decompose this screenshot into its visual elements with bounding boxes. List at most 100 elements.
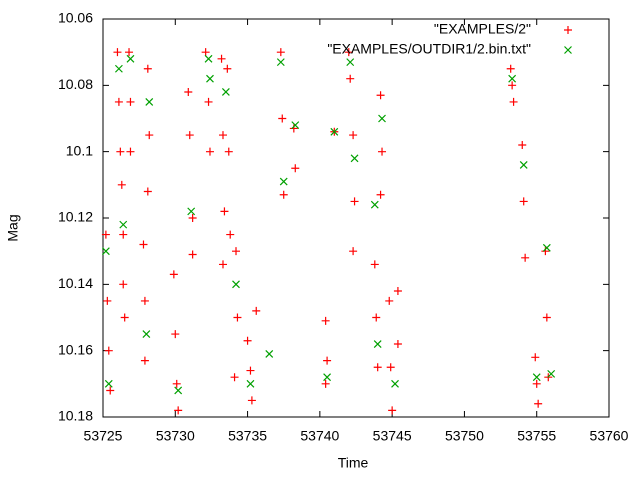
point	[532, 379, 541, 388]
point	[370, 260, 379, 269]
point	[104, 379, 113, 388]
point	[120, 313, 129, 322]
point	[126, 97, 135, 106]
point	[114, 64, 123, 73]
point	[508, 74, 517, 83]
point	[172, 379, 181, 388]
point	[534, 399, 543, 408]
point	[188, 250, 197, 259]
point	[519, 197, 528, 206]
x-axis-label: Time	[338, 455, 369, 471]
point	[218, 131, 227, 140]
y-tick-label: 10.18	[58, 408, 93, 424]
point	[386, 363, 395, 372]
point	[532, 373, 541, 382]
point	[140, 356, 149, 365]
point	[232, 247, 241, 256]
point	[321, 316, 330, 325]
x-tick-label: 53740	[300, 428, 339, 444]
point	[508, 81, 517, 90]
point	[126, 147, 135, 156]
point	[509, 97, 518, 106]
point	[372, 313, 381, 322]
point	[278, 114, 287, 123]
point	[206, 74, 214, 83]
point	[119, 220, 128, 229]
x-tick-label: 53745	[373, 428, 412, 444]
point	[104, 346, 113, 355]
point	[174, 406, 183, 415]
point	[330, 127, 339, 136]
point	[247, 396, 256, 405]
legend-label: "EXAMPLES/2"	[434, 21, 531, 37]
point	[321, 379, 330, 388]
point	[188, 214, 197, 222]
x-tick-label: 53725	[84, 428, 123, 444]
point	[140, 296, 149, 305]
x-tick-label: 53735	[228, 428, 267, 444]
point	[279, 190, 288, 199]
point	[113, 48, 122, 57]
point	[388, 406, 397, 415]
point	[378, 114, 386, 123]
point	[376, 190, 385, 199]
point	[323, 356, 332, 365]
x-tick-label: 53755	[517, 428, 556, 444]
point	[376, 91, 385, 100]
point	[291, 121, 300, 130]
point	[279, 177, 288, 186]
point	[233, 313, 242, 322]
point	[119, 280, 128, 289]
point	[519, 161, 528, 169]
point	[101, 230, 110, 239]
point	[346, 74, 355, 83]
point	[204, 54, 213, 63]
legend-label: "EXAMPLES/OUTDIR1/2.bin.txt"	[327, 41, 531, 57]
point	[547, 369, 556, 378]
point	[246, 379, 255, 388]
point	[205, 147, 214, 156]
point	[142, 330, 151, 339]
point	[276, 58, 285, 67]
point	[531, 353, 540, 362]
point	[218, 260, 227, 269]
y-tick-label: 10.14	[58, 275, 93, 291]
point	[103, 296, 112, 305]
point	[221, 88, 230, 96]
point	[171, 330, 180, 339]
point	[232, 280, 240, 289]
y-tick-label: 10.06	[58, 10, 93, 26]
point	[521, 253, 530, 262]
point	[220, 207, 229, 216]
point	[542, 313, 551, 322]
point	[393, 286, 402, 295]
point	[344, 48, 353, 57]
point	[276, 48, 285, 57]
point	[230, 373, 239, 382]
point	[125, 48, 134, 57]
y-tick-label: 10.08	[58, 76, 93, 92]
point	[346, 58, 355, 67]
point	[101, 247, 110, 256]
point	[518, 141, 527, 150]
point	[139, 240, 148, 249]
point	[204, 97, 213, 106]
point	[265, 350, 274, 358]
legend-marker	[564, 26, 572, 34]
point	[114, 97, 123, 106]
y-tick-label: 10.12	[58, 209, 93, 225]
point	[119, 230, 128, 239]
point	[246, 366, 255, 375]
point	[243, 336, 252, 345]
point	[393, 340, 402, 349]
point	[145, 131, 154, 140]
point	[349, 247, 358, 256]
point	[370, 200, 379, 209]
point	[145, 97, 154, 106]
point	[184, 87, 193, 96]
point	[224, 147, 233, 156]
point	[185, 131, 194, 140]
point	[378, 147, 387, 156]
